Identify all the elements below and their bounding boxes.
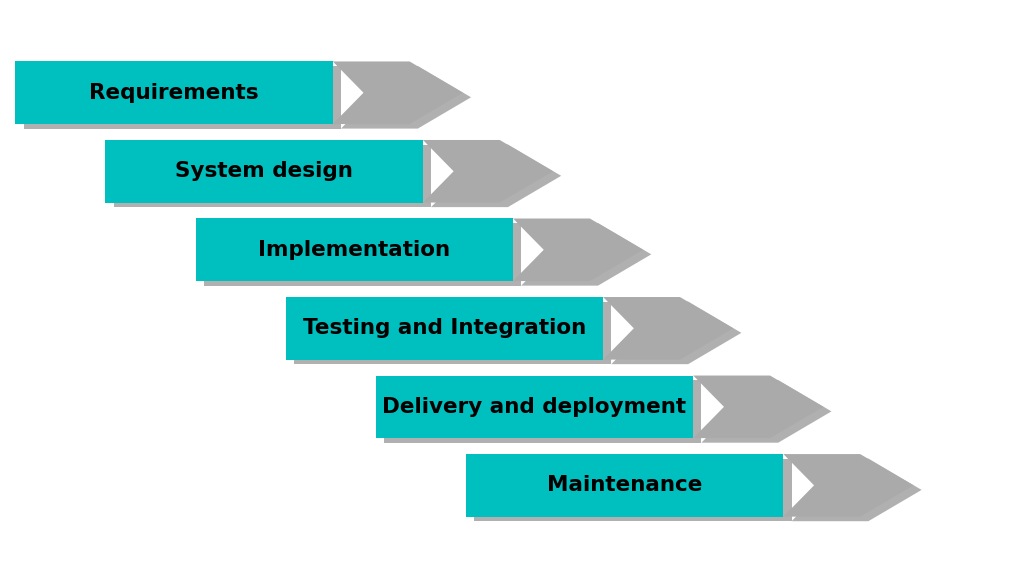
Text: Implementation: Implementation <box>258 240 451 260</box>
FancyBboxPatch shape <box>204 223 521 286</box>
FancyBboxPatch shape <box>294 302 611 364</box>
FancyBboxPatch shape <box>15 61 333 124</box>
FancyBboxPatch shape <box>105 140 423 203</box>
Text: Delivery and deployment: Delivery and deployment <box>383 397 686 417</box>
Text: Testing and Integration: Testing and Integration <box>303 318 586 339</box>
Polygon shape <box>431 145 561 207</box>
FancyBboxPatch shape <box>466 454 783 517</box>
Polygon shape <box>333 61 463 124</box>
Polygon shape <box>693 376 823 438</box>
Text: System design: System design <box>175 161 353 182</box>
Polygon shape <box>792 459 922 521</box>
Polygon shape <box>603 297 733 360</box>
Polygon shape <box>701 380 831 443</box>
Polygon shape <box>783 454 913 517</box>
FancyBboxPatch shape <box>196 218 513 281</box>
FancyBboxPatch shape <box>376 376 693 438</box>
Polygon shape <box>521 223 651 286</box>
FancyBboxPatch shape <box>114 145 431 207</box>
Text: Requirements: Requirements <box>89 83 259 103</box>
FancyBboxPatch shape <box>286 297 603 360</box>
Polygon shape <box>513 218 643 281</box>
FancyBboxPatch shape <box>474 459 792 521</box>
FancyBboxPatch shape <box>24 66 341 129</box>
FancyBboxPatch shape <box>384 380 701 443</box>
Text: Maintenance: Maintenance <box>547 475 702 496</box>
Polygon shape <box>341 66 471 129</box>
Polygon shape <box>611 302 741 364</box>
Polygon shape <box>423 140 553 203</box>
